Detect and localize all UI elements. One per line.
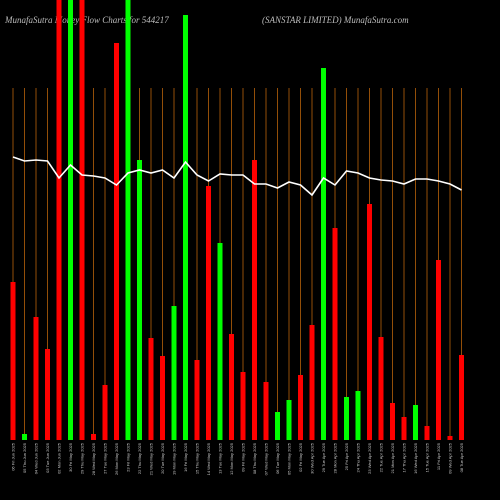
x-tick-label: 06 Fri Jun 2025: [11, 442, 16, 471]
bar: [217, 243, 223, 440]
bar: [309, 325, 315, 440]
x-tick-label: 28 Wed May 2025: [91, 442, 96, 475]
x-tick-label: 24 Thu Apr 2025: [356, 442, 361, 472]
x-tick-label: 07 Wed May 2025: [264, 442, 269, 475]
bar: [332, 228, 338, 440]
bar: [344, 397, 349, 440]
bar: [424, 426, 430, 440]
x-tick-label: 13 Tue May 2025: [218, 442, 223, 474]
bar: [137, 160, 142, 440]
x-tick-label: 08 Tue Apr 2025: [459, 442, 464, 472]
x-tick-label: 23 Wed Apr 2025: [367, 442, 372, 474]
bar: [378, 337, 384, 440]
x-tick-label: 02 Fri May 2025: [298, 442, 303, 472]
bar: [436, 260, 441, 440]
x-tick-label: 20 Tue May 2025: [160, 442, 165, 474]
x-tick-label: 21 Wed May 2025: [149, 442, 154, 475]
x-tick-label: 08 Thu May 2025: [252, 442, 257, 474]
x-tick-label: 05 Mon May 2025: [287, 442, 292, 475]
x-tick-label: 28 Mon Apr 2025: [333, 442, 338, 473]
bar: [10, 282, 16, 440]
bar: [114, 43, 119, 440]
bar: [148, 338, 154, 440]
x-tick-label: 14 Wed May 2025: [206, 442, 211, 475]
chart-subtitle: (SANSTAR LIMITED) MunafaSutra.com: [262, 15, 409, 25]
x-tick-label: 16 Wed Apr 2025: [413, 442, 418, 474]
bar: [240, 372, 246, 440]
bar: [367, 204, 372, 440]
bar: [194, 360, 200, 440]
x-tick-label: 15 Thu May 2025: [195, 442, 200, 474]
x-tick-label: 17 Thu Apr 2025: [402, 442, 407, 472]
x-tick-label: 16 Fri May 2025: [183, 442, 188, 472]
bar: [79, 0, 85, 440]
bar: [321, 68, 326, 440]
bar: [160, 356, 165, 440]
x-tick-label: 23 Fri May 2025: [126, 442, 131, 472]
chart-title: MunafaSutra Money Flow Charts for 544217: [4, 15, 169, 25]
x-tick-label: 26 Mon May 2025: [114, 442, 119, 475]
bar: [447, 436, 453, 440]
bar: [229, 334, 234, 440]
bar: [102, 385, 108, 440]
x-tick-label: 11 Fri Apr 2025: [436, 442, 441, 470]
x-tick-label: 05 Thu Jun 2025: [22, 442, 27, 473]
x-tick-label: 19 Mon May 2025: [172, 442, 177, 475]
x-tick-label: 29 Thu May 2025: [80, 442, 85, 474]
x-tick-label: 12 Mon May 2025: [229, 442, 234, 475]
bar: [56, 0, 62, 440]
bar: [45, 349, 50, 440]
x-tick-label: 03 Tue Jun 2025: [45, 442, 50, 473]
bar: [355, 391, 361, 440]
bar: [252, 160, 257, 440]
bar: [33, 317, 39, 440]
bar: [22, 434, 27, 440]
bar: [171, 306, 177, 440]
x-tick-label: 02 Mon Jun 2025: [57, 442, 62, 474]
x-tick-label: 30 Wed Apr 2025: [310, 442, 315, 474]
bar: [91, 434, 96, 440]
x-tick-label: 04 Wed Jun 2025: [34, 442, 39, 474]
bar: [263, 382, 269, 440]
x-tick-label: 06 Tue May 2025: [275, 442, 280, 474]
bar: [206, 186, 211, 440]
x-tick-label: 21 Mon Apr 2025: [390, 442, 395, 473]
money-flow-line: [12, 156, 462, 197]
x-tick-label: 29 Tue Apr 2025: [321, 442, 326, 472]
bar: [275, 412, 280, 440]
bar: [68, 0, 73, 440]
bar: [286, 400, 292, 440]
bar: [183, 15, 188, 440]
x-tick-label: 22 Thu May 2025: [137, 442, 142, 474]
x-tick-label: 09 Wed Apr 2025: [448, 442, 453, 474]
x-tick-label: 22 Tue Apr 2025: [379, 442, 384, 472]
x-tick-label: 27 Tue May 2025: [103, 442, 108, 474]
bar: [401, 417, 407, 440]
bar: [125, 0, 131, 440]
bar: [298, 375, 303, 440]
bar: [390, 403, 395, 440]
bar: [459, 355, 464, 440]
bar: [413, 405, 418, 440]
x-tick-label: 15 Tue Apr 2025: [425, 442, 430, 472]
x-tick-label: 09 Fri May 2025: [241, 442, 246, 472]
x-tick-label: 30 Fri May 2025: [68, 442, 73, 472]
x-tick-label: 25 Fri Apr 2025: [344, 442, 349, 470]
